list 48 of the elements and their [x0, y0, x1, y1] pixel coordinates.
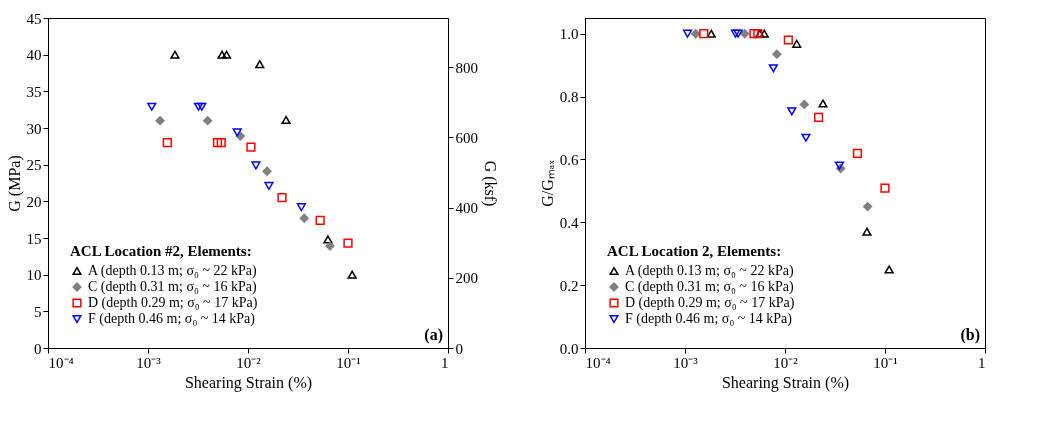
y-axis-title: G/Gₘₐₓ [538, 159, 556, 207]
legend-label: D (depth 0.29 m; σ₀ ~ 17 kPa) [88, 295, 258, 311]
x-tick-label: 10⁻² [236, 354, 262, 371]
y-tick-label: 0 [34, 340, 42, 357]
y2-tick-label: 600 [455, 129, 478, 146]
legend-title: ACL Location #2, Elements: [70, 243, 252, 259]
y-tick-label: 0.6 [559, 151, 579, 168]
y-tick-label: 15 [26, 230, 42, 247]
y-tick-label: 40 [26, 47, 42, 64]
annotation: (b) [960, 326, 980, 344]
y-tick-label: 20 [26, 193, 42, 210]
x-tick-label: 10⁻¹ [873, 354, 898, 371]
legend-label: A (depth 0.13 m; σ₀ ~ 22 kPa) [88, 263, 257, 279]
x-tick-label: 1 [441, 354, 449, 371]
y-tick-label: 35 [26, 83, 42, 100]
x-tick-label: 10⁻⁴ [48, 354, 74, 371]
annotation: (a) [424, 326, 443, 344]
legend-label: F (depth 0.46 m; σ₀ ~ 14 kPa) [625, 311, 793, 327]
x-tick-label: 10⁻⁴ [585, 354, 611, 371]
y2-tick-label: 0 [455, 340, 463, 357]
legend-label: D (depth 0.29 m; σ₀ ~ 17 kPa) [625, 295, 795, 311]
x-axis-title: Shearing Strain (%) [184, 373, 313, 392]
x-axis-title: Shearing Strain (%) [721, 373, 850, 392]
x-tick-label: 10⁻² [773, 354, 799, 371]
y2-axis-title: G (ksf) [481, 160, 499, 207]
y-tick-label: 45 [26, 10, 42, 27]
y2-tick-label: 800 [455, 59, 478, 76]
y-tick-label: 0.2 [559, 277, 579, 294]
y2-tick-label: 400 [455, 200, 478, 217]
y-tick-label: 25 [26, 157, 42, 174]
y-tick-label: 0.8 [559, 89, 579, 106]
x-tick-label: 1 [978, 354, 986, 371]
y-tick-label: 10 [26, 267, 42, 284]
y-tick-label: 1.0 [559, 26, 579, 43]
legend-label: C (depth 0.31 m; σ₀ ~ 16 kPa) [625, 279, 794, 295]
legend-label: C (depth 0.31 m; σ₀ ~ 16 kPa) [88, 279, 257, 295]
y-tick-label: 30 [26, 120, 42, 137]
y-tick-label: 0.4 [559, 214, 579, 231]
legend-label: A (depth 0.13 m; σ₀ ~ 22 kPa) [625, 263, 794, 279]
legend-label: F (depth 0.46 m; σ₀ ~ 14 kPa) [88, 311, 256, 327]
y-axis-title: G (MPa) [5, 155, 24, 212]
legend-title: ACL Location 2, Elements: [607, 243, 782, 259]
x-tick-label: 10⁻¹ [336, 354, 361, 371]
y-tick-label: 0.0 [559, 340, 579, 357]
x-tick-label: 10⁻³ [673, 354, 699, 371]
y-tick-label: 5 [34, 303, 42, 320]
y2-tick-label: 200 [455, 270, 478, 287]
x-tick-label: 10⁻³ [136, 354, 162, 371]
